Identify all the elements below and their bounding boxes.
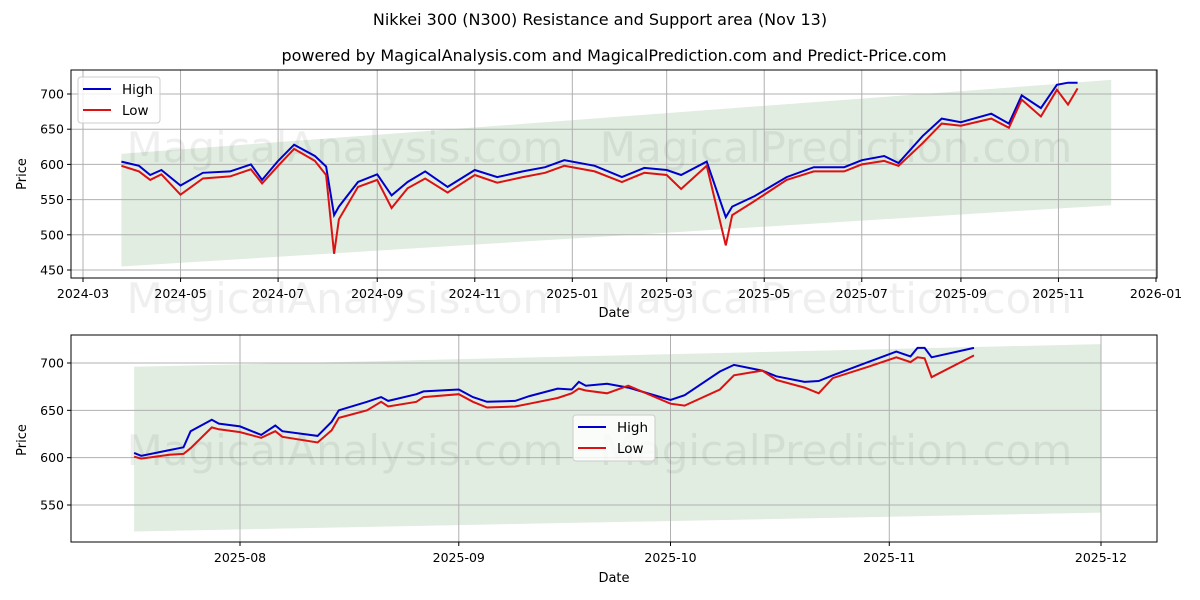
legend-high-label-zoomed: High — [617, 420, 648, 436]
bottom-legend: High Low — [572, 414, 656, 462]
high-series-line — [121, 81, 1078, 220]
x-tick-label: 2025-08 — [214, 550, 266, 565]
watermark-right: MagicalPrediction.com — [600, 123, 1073, 172]
y-tick-label: 500 — [40, 227, 64, 242]
bottom-chart-panel: MagicalAnalysis.com MagicalPrediction.co… — [15, 334, 1158, 586]
watermark-left-bottom: MagicalAnalysis.com — [127, 426, 564, 475]
low-series-line-zoomed — [133, 354, 975, 460]
bottom-axes-frame — [70, 334, 1158, 543]
top-x-axis-label: Date — [598, 306, 629, 321]
high-series-line-zoomed — [133, 346, 975, 457]
x-tick-label: 2025-11 — [863, 550, 915, 565]
watermark-left-lower: MagicalAnalysis.com — [127, 274, 564, 323]
top-tick-labels: 450 500 550 600 650 700 2024-03 2024-05 2024-07 2… — [40, 87, 1182, 302]
x-tick-label: 2024-11 — [449, 286, 501, 301]
x-tick-label: 2025-09 — [935, 286, 987, 301]
chart-title: Nikkei 300 (N300) Resistance and Support… — [373, 10, 827, 29]
top-y-axis-label: Price — [15, 158, 30, 190]
watermark-left: MagicalAnalysis.com — [127, 123, 564, 172]
watermark-right-bottom: MagicalPrediction.com — [600, 426, 1073, 475]
y-tick-label: 550 — [40, 498, 64, 513]
chart-subtitle: powered by MagicalAnalysis.com and Magic… — [281, 46, 946, 65]
x-tick-label: 2026-01 — [1130, 286, 1182, 301]
top-legend: High Low — [77, 76, 161, 124]
x-tick-label: 2025-10 — [644, 550, 696, 565]
x-tick-label: 2025-07 — [836, 286, 888, 301]
legend-high-label: High — [122, 82, 153, 98]
y-tick-label: 600 — [40, 157, 64, 172]
low-series-line — [121, 87, 1079, 254]
x-tick-label: 2025-11 — [1032, 286, 1084, 301]
bottom-tick-labels: 550 600 650 700 2025-08 2025-09 2025-10 2025-11… — [40, 356, 1127, 566]
y-tick-label: 700 — [40, 356, 64, 371]
bottom-y-axis-label: Price — [15, 424, 30, 456]
y-tick-label: 450 — [40, 263, 64, 278]
legend-low-label-zoomed: Low — [617, 441, 644, 457]
x-tick-label: 2025-05 — [738, 286, 790, 301]
resistance-support-band — [121, 79, 1112, 267]
x-tick-label: 2025-12 — [1075, 550, 1127, 565]
x-tick-label: 2025-03 — [641, 286, 693, 301]
y-tick-label: 650 — [40, 122, 64, 137]
x-tick-label: 2025-01 — [546, 286, 598, 301]
x-tick-label: 2024-03 — [57, 286, 109, 301]
x-tick-label: 2025-09 — [433, 550, 485, 565]
top-axes-frame — [70, 69, 1158, 279]
legend-low-label: Low — [122, 103, 149, 119]
bottom-x-axis-label: Date — [598, 571, 629, 586]
x-tick-label: 2024-07 — [252, 286, 304, 301]
y-tick-label: 700 — [40, 87, 64, 102]
y-tick-label: 650 — [40, 403, 64, 418]
x-tick-label: 2024-05 — [154, 286, 206, 301]
watermark-right-lower: MagicalPrediction.com — [600, 274, 1073, 323]
top-chart-panel: MagicalAnalysis.com MagicalPrediction.co… — [15, 69, 1182, 323]
x-tick-label: 2024-09 — [351, 286, 403, 301]
y-tick-label: 600 — [40, 450, 64, 465]
y-tick-label: 550 — [40, 192, 64, 207]
